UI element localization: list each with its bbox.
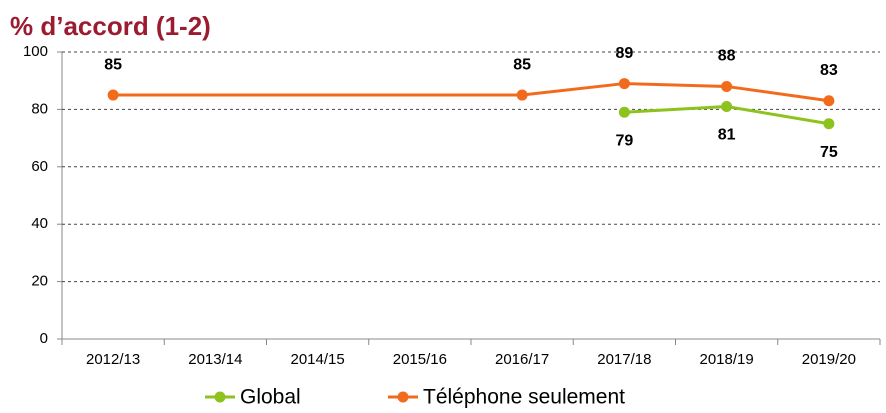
x-tick-label: 2012/13: [86, 351, 140, 368]
y-tick-label: 100: [23, 43, 48, 60]
marker: [721, 101, 733, 113]
x-tick-label: 2013/14: [188, 351, 242, 368]
marker: [618, 106, 630, 118]
legend-label: Global: [240, 386, 301, 409]
y-tick-label: 0: [40, 330, 48, 347]
x-tick-label: 2017/18: [597, 351, 651, 368]
marker: [107, 89, 119, 101]
data-label: 88: [718, 48, 736, 65]
y-tick-label: 40: [31, 215, 48, 232]
data-label: 85: [104, 56, 122, 73]
legend-marker: [397, 391, 409, 403]
x-tick-label: 2018/19: [700, 351, 754, 368]
data-label: 75: [820, 144, 838, 161]
data-label: 85: [513, 56, 531, 73]
x-tick-label: 2015/16: [393, 351, 447, 368]
marker: [516, 89, 528, 101]
series-line: [521, 82, 830, 103]
legend-marker: [214, 391, 226, 403]
y-tick-label: 60: [31, 158, 48, 175]
x-tick-label: 2019/20: [802, 351, 856, 368]
data-label: 81: [718, 127, 736, 144]
data-label: 89: [615, 45, 633, 62]
data-label: 79: [615, 132, 633, 149]
data-label: 83: [820, 62, 838, 79]
marker: [823, 118, 835, 130]
marker: [618, 78, 630, 90]
marker: [823, 95, 835, 107]
x-tick-label: 2016/17: [495, 351, 549, 368]
y-tick-label: 80: [31, 100, 48, 117]
marker: [721, 80, 733, 92]
chart-title: % d’accord (1-2): [10, 11, 211, 41]
x-tick-label: 2014/15: [291, 351, 345, 368]
y-tick-label: 20: [31, 273, 48, 290]
legend-label: Téléphone seulement: [423, 386, 625, 409]
